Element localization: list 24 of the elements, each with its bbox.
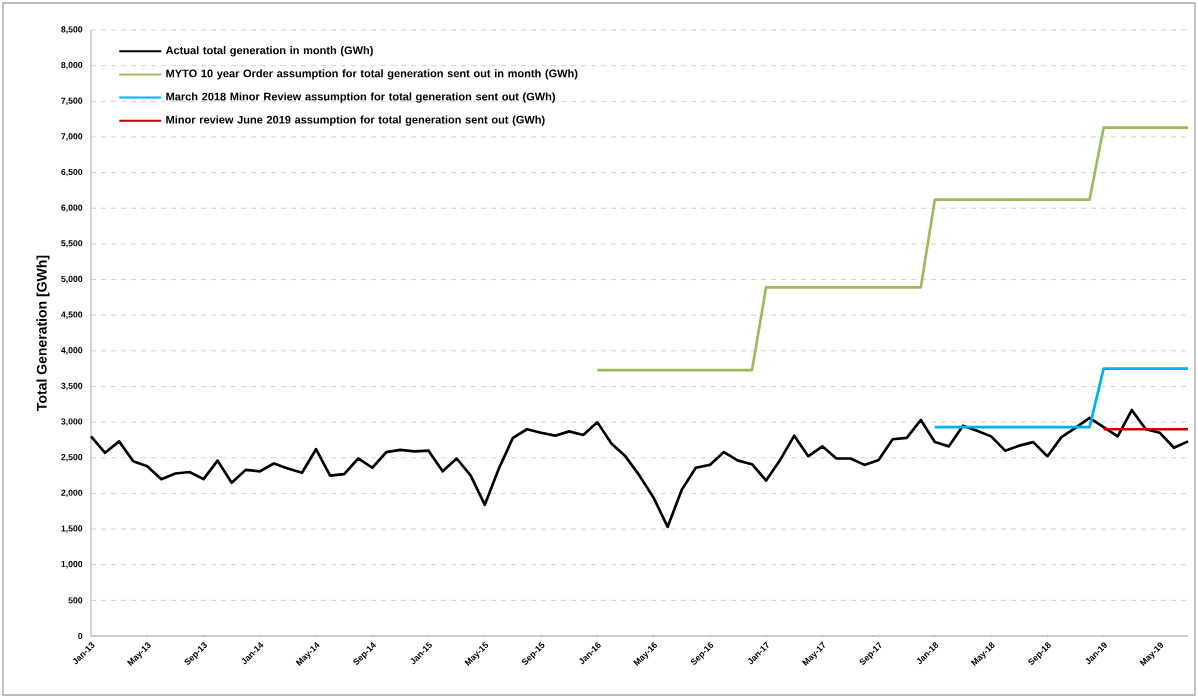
legend-label: Minor review June 2019 assumption for total generation sent out (GWh) xyxy=(166,115,545,126)
y-tick-label: 2,500 xyxy=(61,454,83,462)
y-tick-label: 5,000 xyxy=(61,275,83,284)
y-tick-label: 7,000 xyxy=(61,133,83,141)
y-tick-label: 6,000 xyxy=(61,204,83,212)
y-tick-label: 1,500 xyxy=(61,525,83,533)
y-tick-label: 6,500 xyxy=(61,168,83,177)
y-tick-label: 2,000 xyxy=(61,489,83,498)
line-series xyxy=(89,408,1190,529)
y-tick-label: 7,500 xyxy=(61,97,83,105)
legend-label: March 2018 Minor Review assumption for total generation sent out (GWh) xyxy=(166,92,555,103)
y-tick-label: 8,500 xyxy=(61,26,83,34)
y-tick-label: 4,500 xyxy=(61,311,83,319)
y-tick-label: 500 xyxy=(68,597,83,604)
y-axis-title: Total Generation [GWh] xyxy=(36,255,50,411)
y-tick-label: 1,000 xyxy=(61,561,83,569)
y-tick-label: 5,500 xyxy=(61,240,83,248)
y-tick-label: 4,000 xyxy=(61,347,83,355)
y-tick-label: 0 xyxy=(78,632,83,640)
legend-label: MYTO 10 year Order assumption for total generation sent out in month (GWh) xyxy=(166,69,578,80)
y-tick-label: 3,000 xyxy=(61,418,83,426)
y-tick-label: 8,000 xyxy=(61,61,83,70)
legend-label: Actual total generation in month (GWh) xyxy=(165,46,373,57)
y-tick-label: 3,500 xyxy=(61,382,83,391)
